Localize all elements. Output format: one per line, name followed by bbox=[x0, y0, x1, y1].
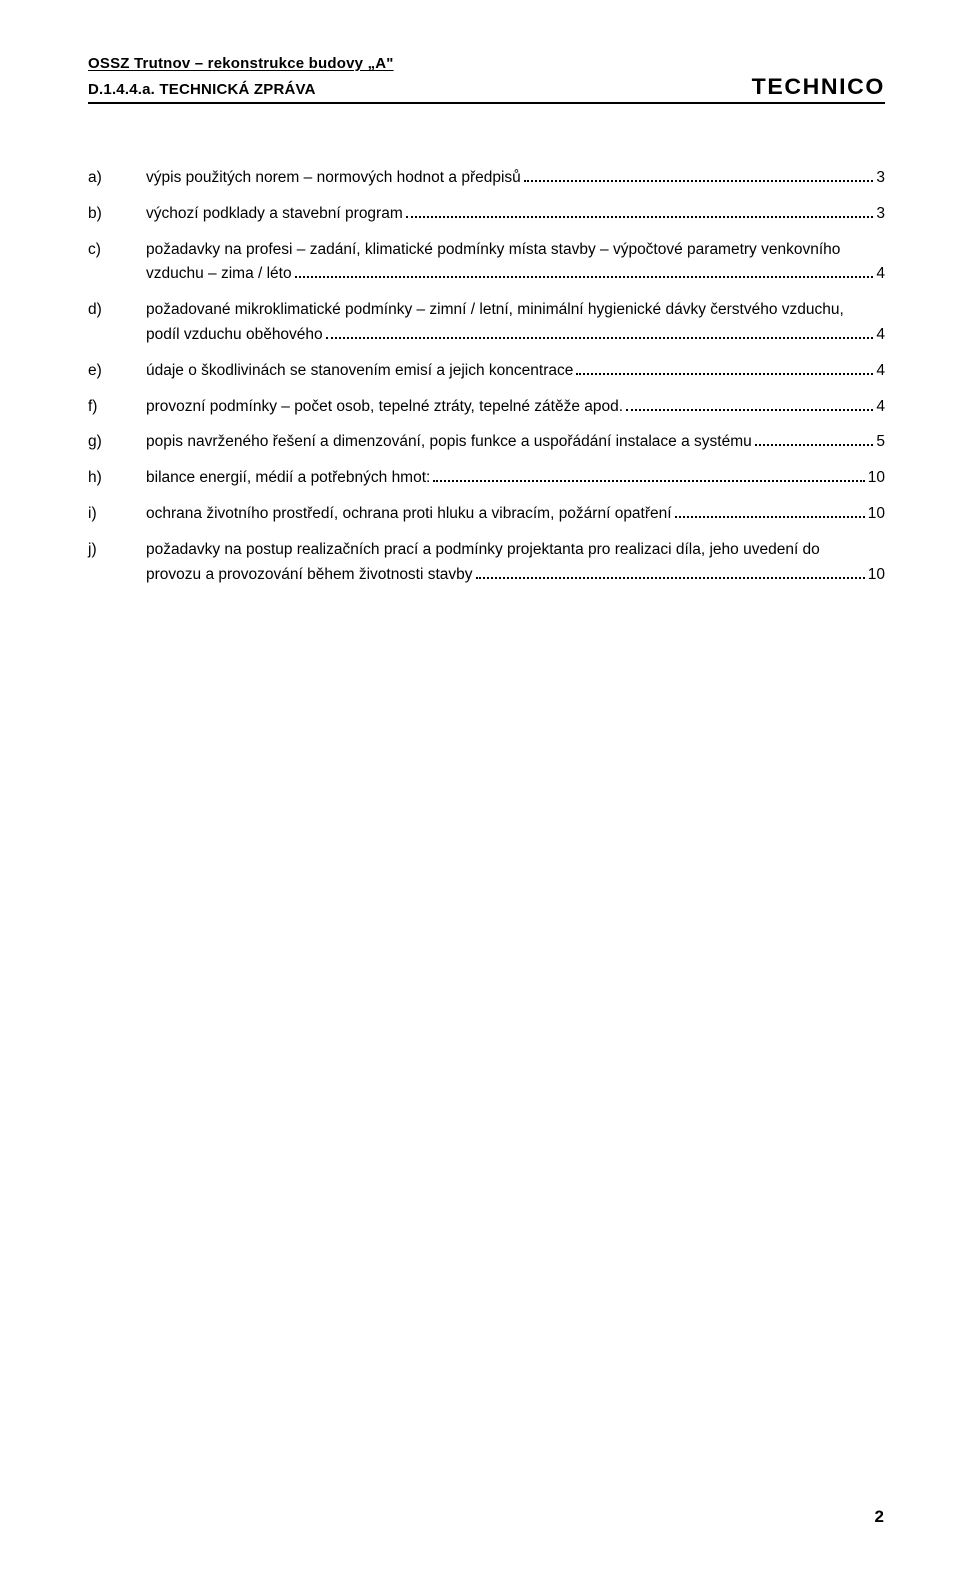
toc-body: popis navrženého řešení a dimenzování, p… bbox=[146, 430, 885, 455]
toc-line: provozní podmínky – počet osob, tepelné … bbox=[146, 395, 885, 420]
toc-cont-text: podíl vzduchu oběhového bbox=[146, 323, 323, 348]
toc-page-ref: 4 bbox=[876, 395, 885, 420]
toc-marker: f) bbox=[88, 395, 146, 420]
toc-leader bbox=[675, 504, 865, 518]
toc-marker: g) bbox=[88, 430, 146, 455]
toc-page-ref: 3 bbox=[876, 202, 885, 227]
toc-marker: d) bbox=[88, 298, 146, 323]
toc-page-ref: 10 bbox=[868, 466, 885, 491]
toc-line: výchozí podklady a stavební program 3 bbox=[146, 202, 885, 227]
toc-cont-text: provozu a provozování během životnosti s… bbox=[146, 563, 473, 588]
toc-page-ref: 5 bbox=[876, 430, 885, 455]
toc-text: požadavky na profesi – zadání, klimatick… bbox=[146, 238, 885, 263]
toc-entry: b)výchozí podklady a stavební program 3 bbox=[88, 202, 885, 227]
toc-entry-cont: provozu a provozování během životnosti s… bbox=[88, 563, 885, 588]
page-number: 2 bbox=[875, 1507, 884, 1527]
toc-text: údaje o škodlivinách se stanovením emisí… bbox=[146, 359, 573, 384]
toc-leader bbox=[626, 397, 873, 411]
toc-text: ochrana životního prostředí, ochrana pro… bbox=[146, 502, 672, 527]
toc-entry: f)provozní podmínky – počet osob, tepeln… bbox=[88, 395, 885, 420]
toc-entry: i)ochrana životního prostředí, ochrana p… bbox=[88, 502, 885, 527]
header-row-2: D.1.4.4.a. TECHNICKÁ ZPRÁVA TECHNICO bbox=[88, 74, 885, 100]
toc-page-ref: 3 bbox=[876, 166, 885, 191]
header-title-1: OSSZ Trutnov – rekonstrukce budovy „A" bbox=[88, 55, 885, 72]
toc-page-ref: 4 bbox=[876, 323, 885, 348]
table-of-contents: a)výpis použitých norem – normových hodn… bbox=[88, 166, 885, 587]
toc-line: vzduchu – zima / léto 4 bbox=[146, 262, 885, 287]
toc-cont-text: vzduchu – zima / léto bbox=[146, 262, 292, 287]
toc-body: výpis použitých norem – normových hodnot… bbox=[146, 166, 885, 191]
toc-page-ref: 4 bbox=[876, 359, 885, 384]
toc-line: provozu a provozování během životnosti s… bbox=[146, 563, 885, 588]
toc-entry: a)výpis použitých norem – normových hodn… bbox=[88, 166, 885, 191]
toc-line: údaje o škodlivinách se stanovením emisí… bbox=[146, 359, 885, 384]
toc-page-ref: 10 bbox=[868, 502, 885, 527]
toc-marker: e) bbox=[88, 359, 146, 384]
toc-line: ochrana životního prostředí, ochrana pro… bbox=[146, 502, 885, 527]
toc-text: požadavky na postup realizačních prací a… bbox=[146, 538, 885, 563]
toc-entry: d)požadované mikroklimatické podmínky – … bbox=[88, 298, 885, 323]
header-title-2: D.1.4.4.a. TECHNICKÁ ZPRÁVA bbox=[88, 81, 316, 98]
toc-body: provozní podmínky – počet osob, tepelné … bbox=[146, 395, 885, 420]
toc-marker: b) bbox=[88, 202, 146, 227]
toc-leader bbox=[524, 168, 874, 182]
toc-leader bbox=[576, 361, 873, 375]
toc-text: popis navrženého řešení a dimenzování, p… bbox=[146, 430, 752, 455]
toc-marker: j) bbox=[88, 538, 146, 563]
toc-text: požadované mikroklimatické podmínky – zi… bbox=[146, 298, 885, 323]
toc-line: podíl vzduchu oběhového 4 bbox=[146, 323, 885, 348]
toc-line: výpis použitých norem – normových hodnot… bbox=[146, 166, 885, 191]
toc-leader bbox=[476, 565, 865, 579]
toc-body: ochrana životního prostředí, ochrana pro… bbox=[146, 502, 885, 527]
toc-text: výchozí podklady a stavební program bbox=[146, 202, 403, 227]
toc-leader bbox=[433, 468, 864, 482]
toc-entry: c)požadavky na profesi – zadání, klimati… bbox=[88, 238, 885, 263]
toc-body: bilance energií, médií a potřebných hmot… bbox=[146, 466, 885, 491]
toc-marker: i) bbox=[88, 502, 146, 527]
toc-entry-cont: vzduchu – zima / léto 4 bbox=[88, 262, 885, 287]
toc-leader bbox=[295, 264, 874, 278]
toc-body: výchozí podklady a stavební program 3 bbox=[146, 202, 885, 227]
toc-page-ref: 10 bbox=[868, 563, 885, 588]
toc-entry: j)požadavky na postup realizačních prací… bbox=[88, 538, 885, 563]
toc-entry: e)údaje o škodlivinách se stanovením emi… bbox=[88, 359, 885, 384]
toc-marker: a) bbox=[88, 166, 146, 191]
toc-entry: h)bilance energií, médií a potřebných hm… bbox=[88, 466, 885, 491]
toc-text: výpis použitých norem – normových hodnot… bbox=[146, 166, 521, 191]
toc-page-ref: 4 bbox=[876, 262, 885, 287]
toc-entry: g)popis navrženého řešení a dimenzování,… bbox=[88, 430, 885, 455]
toc-line: bilance energií, médií a potřebných hmot… bbox=[146, 466, 885, 491]
page-header: OSSZ Trutnov – rekonstrukce budovy „A" D… bbox=[88, 55, 885, 104]
document-page: OSSZ Trutnov – rekonstrukce budovy „A" D… bbox=[0, 0, 960, 1595]
toc-text: provozní podmínky – počet osob, tepelné … bbox=[146, 395, 623, 420]
toc-entry-cont: podíl vzduchu oběhového 4 bbox=[88, 323, 885, 348]
company-logo: TECHNICO bbox=[752, 74, 885, 100]
toc-leader bbox=[326, 325, 874, 339]
toc-leader bbox=[406, 204, 874, 218]
toc-line: popis navrženého řešení a dimenzování, p… bbox=[146, 430, 885, 455]
toc-body: údaje o škodlivinách se stanovením emisí… bbox=[146, 359, 885, 384]
toc-text: bilance energií, médií a potřebných hmot… bbox=[146, 466, 430, 491]
toc-marker: h) bbox=[88, 466, 146, 491]
toc-leader bbox=[755, 432, 874, 446]
toc-marker: c) bbox=[88, 238, 146, 263]
